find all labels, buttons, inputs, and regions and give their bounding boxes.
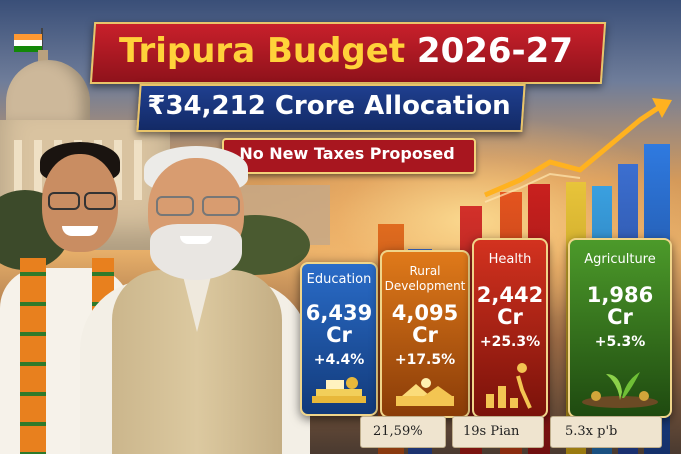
title-year: 2026-27 [416, 31, 573, 71]
card-growth: +4.4% [313, 352, 365, 368]
bottom-strip: 21,59% [360, 416, 446, 448]
card-growth: +17.5% [394, 352, 456, 368]
growth-icon [486, 363, 532, 409]
glasses-icon [84, 192, 116, 210]
glasses-icon [48, 192, 80, 210]
pillar [34, 140, 42, 200]
card-unit: Cr [607, 305, 633, 329]
title-main: Tripura Budget [119, 31, 417, 71]
card-unit: Cr [497, 305, 523, 329]
glasses-icon [156, 196, 194, 216]
strip-text: 19s Pian [463, 424, 520, 439]
page-title: Tripura Budget 2026-27 [92, 22, 600, 80]
subtitle: ₹34,212 Crore Allocation [147, 91, 511, 121]
flag-pole [41, 28, 43, 54]
books-icon [312, 377, 366, 403]
card-title: Health [488, 252, 532, 267]
card-growth: +5.3% [594, 334, 646, 350]
bottom-strip: 19s Pian [452, 416, 544, 448]
card-title: Agriculture [584, 252, 656, 267]
strip-text: 21,59% [373, 424, 423, 439]
card-health: Health 2,442 Cr +25.3% [472, 238, 548, 418]
pillar [134, 140, 142, 200]
card-value: 6,439 [305, 301, 373, 325]
card-value: 4,095 [391, 301, 459, 325]
dome-spire [38, 50, 48, 68]
scarf [20, 258, 46, 454]
card-growth: +25.3% [479, 334, 541, 350]
card-rural-development: Rural Development 4,095 Cr +17.5% [380, 250, 470, 418]
card-agriculture: Agriculture 1,986 Cr +5.3% [568, 238, 672, 418]
tag-text: No New Taxes Proposed [239, 144, 455, 163]
growth-arrow-icon [484, 98, 672, 203]
smile [180, 236, 212, 244]
bottom-strip: 5.3x p'b [550, 416, 662, 448]
village-icon [396, 378, 454, 406]
pillar [14, 140, 22, 200]
card-title: Education [306, 272, 372, 287]
card-value: 2,442 [476, 283, 544, 307]
india-flag-icon [14, 34, 42, 52]
strip-text: 5.3x p'b [565, 424, 618, 439]
card-unit: Cr [326, 323, 352, 347]
card-unit: Cr [412, 323, 438, 347]
card-education: Education 6,439 Cr +4.4% [300, 262, 378, 416]
parliament-dome [6, 60, 90, 130]
beard [150, 224, 242, 280]
tag-banner [222, 138, 476, 174]
person-center [70, 140, 320, 454]
glasses-icon [202, 196, 240, 216]
card-title: Rural Development [384, 264, 466, 293]
plant-icon [582, 372, 658, 408]
smile [62, 226, 98, 236]
card-value: 1,986 [586, 283, 654, 307]
